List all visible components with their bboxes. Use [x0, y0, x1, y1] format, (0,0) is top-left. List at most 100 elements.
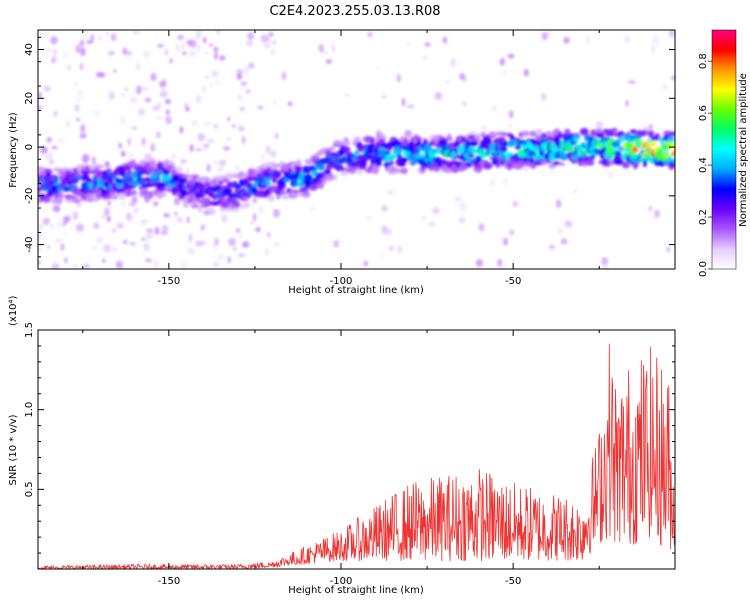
- spectrogram-cell: [245, 89, 251, 94]
- spectrogram-cell: [546, 130, 552, 137]
- spectrogram-cell: [269, 150, 277, 158]
- spectrogram-cell: [75, 44, 81, 54]
- spectrogram-cell: [50, 36, 58, 45]
- spectrogram-cell: [655, 151, 664, 156]
- spectrogram-cell: [203, 121, 211, 126]
- spectrogram-cell: [625, 100, 629, 107]
- spectrogram-cell: [475, 259, 483, 267]
- x-tick-label: -150: [157, 576, 180, 587]
- spectrogram-cell: [295, 182, 301, 187]
- spectrogram-cell: [75, 118, 80, 122]
- spectrogram-cell: [206, 138, 214, 144]
- spectrogram-cell: [319, 44, 324, 52]
- spectrogram-cell: [144, 97, 152, 103]
- spectrogram-cell: [86, 40, 94, 44]
- spectrogram-cell: [125, 50, 133, 56]
- spectrogram-cell: [502, 262, 506, 269]
- spectrogram-cell: [91, 245, 98, 250]
- spectrogram-cell: [202, 197, 211, 205]
- spectrogram-cell: [325, 59, 333, 64]
- spectrogram-cell: [599, 134, 605, 139]
- spectrogram-cell: [432, 207, 440, 215]
- spectrogram-cell: [599, 153, 606, 159]
- spectrogram-cell: [375, 66, 382, 70]
- spectrogram-cell: [642, 129, 648, 136]
- spectrogram-cell: [450, 58, 456, 67]
- spectrogram-cell: [560, 238, 568, 245]
- spectrogram-cell: [387, 190, 395, 195]
- spectrogram-cell: [594, 128, 604, 133]
- spectrogram-cell: [320, 50, 329, 55]
- spectrogram-cell: [608, 150, 616, 157]
- spectrogram-cell: [221, 214, 228, 223]
- spectrogram-cell: [43, 86, 51, 92]
- spectrogram-cell: [175, 43, 179, 53]
- spectrogram-cell: [116, 222, 124, 229]
- spectrogram-cell: [181, 174, 191, 179]
- spectrogram-cell: [136, 62, 141, 71]
- spectrogram-cell: [38, 105, 42, 111]
- snr-y-axis-label: SNR (10 * v/v): [8, 414, 19, 485]
- spectrogram-cell: [600, 140, 608, 148]
- spectrogram-cell: [130, 189, 137, 196]
- spectrogram-cell: [79, 39, 85, 47]
- spectrogram-cell: [118, 192, 126, 200]
- spectrogram-cell: [115, 183, 125, 189]
- spectrogram-cell: [540, 133, 549, 138]
- spectrogram-cell: [72, 264, 79, 268]
- snr-x-axis-label: Height of straight line (km): [288, 585, 424, 596]
- spectrogram-cell: [627, 80, 636, 84]
- spectrogram-cell: [303, 190, 310, 196]
- spectrogram-cell: [272, 208, 281, 218]
- spectrogram-cell: [503, 140, 509, 147]
- spectrogram-cell: [126, 188, 133, 197]
- spectrogram-cell: [265, 145, 271, 154]
- spectrogram-cell: [497, 258, 503, 267]
- spectrogram-cell: [202, 85, 207, 93]
- spectrogram-cell: [195, 95, 203, 104]
- spectrogram-cell: [401, 97, 406, 107]
- spectrogram-cell: [111, 228, 117, 233]
- spectrogram-cell: [252, 196, 258, 204]
- spectrogram-cell: [239, 202, 247, 209]
- spectrogram-cell: [188, 233, 193, 243]
- spectrogram-cell: [108, 91, 115, 101]
- spectrogram-cell: [66, 63, 72, 72]
- spectrogram-cell: [442, 36, 448, 44]
- spectrogram-cell: [367, 31, 373, 38]
- spectrogram-cell: [61, 232, 69, 236]
- spectrogram-cell: [196, 44, 201, 53]
- spectrogram-cell: [642, 141, 649, 149]
- spectrogram-cell: [349, 168, 356, 174]
- y-tick-label: 40: [24, 43, 35, 56]
- spectrogram-cell: [226, 136, 232, 142]
- spectrogram-cell: [132, 30, 141, 36]
- spectrogram-cell: [195, 240, 203, 247]
- spectrogram-cell: [563, 37, 570, 44]
- spectrogram-cell: [165, 109, 170, 116]
- y-tick-label: 20: [24, 92, 35, 105]
- spectrogram-cell: [518, 156, 525, 161]
- spectrogram-cell: [356, 170, 363, 175]
- spectrogram-cell: [370, 137, 376, 144]
- spectrogram-cell: [63, 220, 67, 226]
- spectrogram-cell: [654, 209, 660, 218]
- spectrogram-cell: [499, 58, 506, 66]
- spectrogram-cell: [507, 124, 513, 128]
- spectrogram-cell: [404, 129, 413, 138]
- spectrogram-cell: [272, 170, 282, 178]
- spectrogram-cell: [390, 153, 396, 160]
- spectrogram-cell: [603, 266, 609, 269]
- spectrogram-cell: [243, 196, 249, 202]
- spectrogram-cell: [202, 142, 207, 152]
- spectrogram-cell: [205, 75, 210, 80]
- spectrogram-cell: [520, 130, 531, 137]
- spectrogram-cell: [501, 132, 507, 137]
- spectrogram-cell: [474, 133, 483, 138]
- spectrogram-cell: [72, 211, 79, 221]
- spectrogram-cell: [121, 93, 126, 97]
- spectrogram-cell: [77, 89, 84, 98]
- spectrogram-cell: [396, 73, 401, 83]
- spectrogram-cell: [460, 161, 467, 169]
- spectrogram-cell: [266, 231, 272, 238]
